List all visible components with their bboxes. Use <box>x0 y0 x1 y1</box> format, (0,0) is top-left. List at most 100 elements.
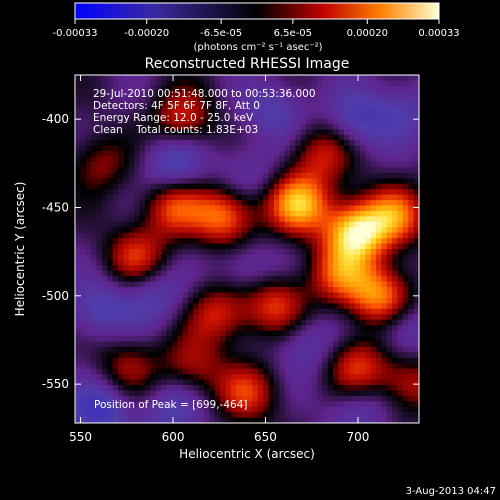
heatmap-cell <box>268 80 275 87</box>
heatmap-cell <box>85 216 92 223</box>
heatmap-cell <box>96 183 103 190</box>
heatmap-cell <box>209 292 216 299</box>
heatmap-cell <box>209 172 216 179</box>
heatmap-cell <box>139 265 146 272</box>
heatmap-cell <box>134 156 141 163</box>
heatmap-cell <box>408 167 415 174</box>
heatmap-cell <box>386 134 393 141</box>
heatmap-cell <box>343 346 350 353</box>
heatmap-cell <box>134 238 141 245</box>
heatmap-cell <box>263 232 270 239</box>
heatmap-cell <box>381 210 388 217</box>
heatmap-cell <box>257 96 264 103</box>
heatmap-cell <box>386 379 393 386</box>
heatmap-cell <box>118 254 124 261</box>
heatmap-cell <box>209 314 216 321</box>
heatmap-cell <box>150 384 157 391</box>
heatmap-cell <box>349 417 356 423</box>
heatmap-cell <box>220 270 227 277</box>
heatmap-cell <box>144 227 151 234</box>
heatmap-cell <box>182 417 189 423</box>
heatmap-cell <box>252 178 259 185</box>
heatmap-cell <box>150 254 157 261</box>
heatmap-cell <box>107 167 114 174</box>
heatmap-cell <box>413 172 419 179</box>
heatmap-cell <box>381 134 388 141</box>
heatmap-cell <box>311 129 318 136</box>
heatmap-cell <box>306 249 313 256</box>
heatmap-cell <box>284 363 291 370</box>
heatmap-cell <box>123 352 130 359</box>
heatmap-cell <box>139 102 146 109</box>
heatmap-cell <box>306 384 313 391</box>
heatmap-cell <box>112 238 119 245</box>
heatmap-cell <box>204 249 210 256</box>
heatmap-cell <box>101 91 108 98</box>
heatmap-cell <box>370 390 377 397</box>
heatmap-cell <box>311 417 318 423</box>
heatmap-cell <box>161 308 167 315</box>
heatmap-cell <box>268 357 275 364</box>
heatmap-cell <box>209 363 216 370</box>
heatmap-cell <box>381 314 388 321</box>
heatmap-cell <box>354 118 361 125</box>
heatmap-cell <box>101 330 108 337</box>
heatmap-cell <box>107 107 114 114</box>
heatmap-cell <box>91 352 98 359</box>
heatmap-cell <box>85 145 92 152</box>
heatmap-cell <box>204 189 210 196</box>
heatmap-cell <box>177 134 184 141</box>
heatmap-cell <box>220 75 227 82</box>
heatmap-cell <box>413 232 419 239</box>
heatmap-cell <box>359 287 366 294</box>
heatmap-cell <box>171 210 178 217</box>
heatmap-cell <box>392 178 399 185</box>
heatmap-cell <box>354 183 361 190</box>
heatmap-cell <box>171 346 178 353</box>
heatmap-cell <box>91 346 98 353</box>
heatmap-cell <box>268 319 275 326</box>
heatmap-cell <box>349 281 356 288</box>
heatmap-cell <box>214 216 221 223</box>
heatmap-cell <box>252 85 259 92</box>
heatmap-cell <box>343 243 350 250</box>
heatmap-cell <box>338 303 345 310</box>
heatmap-cell <box>177 417 184 423</box>
heatmap-cell <box>327 325 334 332</box>
heatmap-cell <box>306 140 313 147</box>
heatmap-cell <box>214 123 221 130</box>
heatmap-cell <box>107 259 114 266</box>
heatmap-cell <box>392 232 399 239</box>
heatmap-cell <box>107 249 114 256</box>
heatmap-cell <box>214 227 221 234</box>
heatmap-cell <box>392 390 399 397</box>
heatmap-cell <box>295 330 302 337</box>
heatmap-cell <box>381 102 388 109</box>
heatmap-cell <box>209 178 216 185</box>
heatmap-cell <box>177 210 184 217</box>
heatmap-cell <box>230 330 237 337</box>
heatmap-cell <box>166 107 173 114</box>
heatmap-cell <box>300 80 307 87</box>
heatmap-cell <box>359 259 366 266</box>
heatmap-cell <box>359 303 366 310</box>
heatmap-cell <box>187 308 194 315</box>
heatmap-cell <box>236 379 243 386</box>
heatmap-cell <box>75 80 81 87</box>
heatmap-cell <box>284 85 291 92</box>
heatmap-cell <box>257 281 264 288</box>
heatmap-cell <box>343 140 350 147</box>
heatmap-cell <box>349 172 356 179</box>
heatmap-cell <box>316 417 323 423</box>
heatmap-cell <box>161 96 167 103</box>
heatmap-cell <box>279 357 286 364</box>
heatmap-cell <box>402 178 409 185</box>
heatmap-cell <box>204 102 210 109</box>
heatmap-cell <box>177 227 184 234</box>
heatmap-cell <box>193 91 200 98</box>
heatmap-cell <box>273 156 280 163</box>
heatmap-cell <box>225 352 232 359</box>
heatmap-cell <box>128 200 135 207</box>
heatmap-cell <box>252 368 259 375</box>
heatmap-cell <box>107 162 114 169</box>
